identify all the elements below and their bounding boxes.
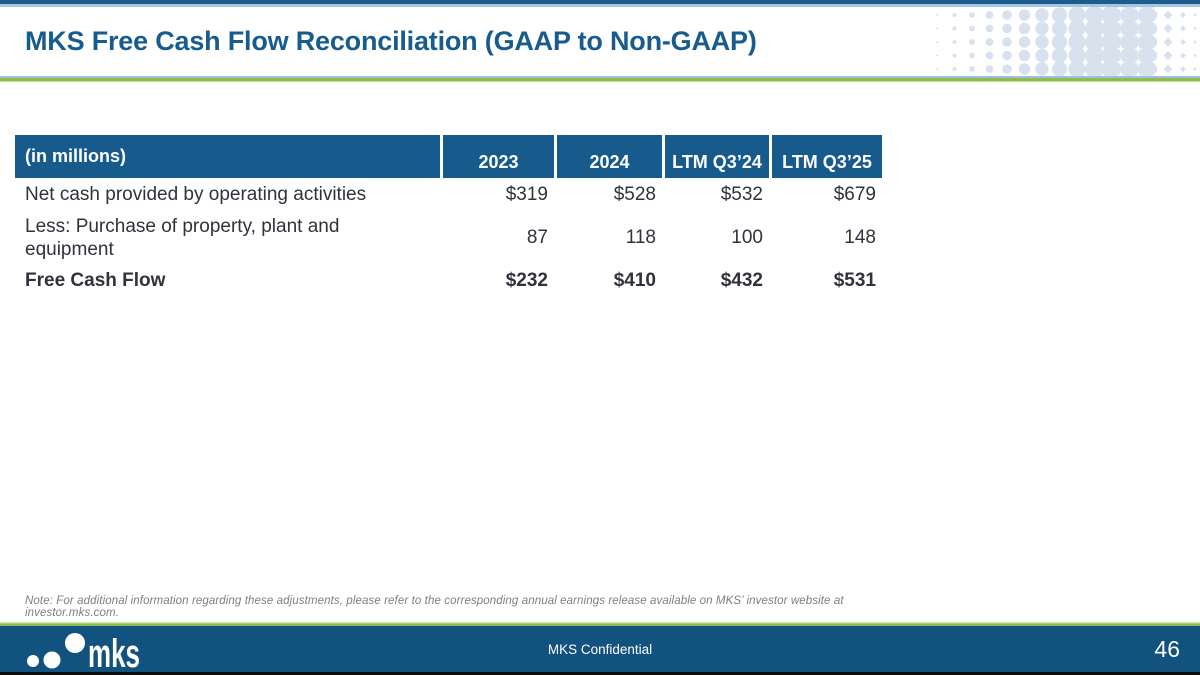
table-cell: 100 [662,212,769,264]
header-divider-blue [0,76,1200,78]
table-header-ltm-q325: LTM Q3’25 [769,135,882,178]
table-cell: $532 [662,178,769,212]
table-cell: $319 [440,178,554,212]
footer-bar [0,626,1200,672]
table-header-unit: (in millions) [15,135,440,178]
table-cell: $432 [662,264,769,298]
table-cell: $679 [769,178,882,212]
row-label-free-cash-flow: Free Cash Flow [15,264,440,298]
logo-dot-large [65,633,85,653]
mks-logo: mks [27,632,140,671]
table-cell: 148 [769,212,882,264]
logo-dot-small [27,655,39,667]
footer-green-rule [0,622,1200,626]
table-cell: 87 [440,212,554,264]
footnote: Note: For additional information regardi… [25,595,844,619]
table-cell: $528 [554,178,662,212]
table-cell: 118 [554,212,662,264]
header-divider-green [0,78,1200,82]
top-blue-strip [0,0,1200,4]
row-label-operating-cash: Net cash provided by operating activitie… [15,178,440,212]
row-label-capex: Less: Purchase of property, plant and eq… [15,212,440,264]
logo-wordmark: mks [88,632,140,671]
table-header-2024: 2024 [554,135,662,178]
table-cell: $410 [554,264,662,298]
table-header-2023: 2023 [440,135,554,178]
table-header-ltm-q324: LTM Q3’24 [662,135,769,178]
footer-black-strip [0,672,1200,675]
table-cell: $531 [769,264,882,298]
slide-header: MKS Free Cash Flow Reconciliation (GAAP … [0,7,1200,76]
top-lightblue-strip [0,4,1200,7]
halftone-dots-pattern [936,7,1197,76]
confidential-label: MKS Confidential [547,641,653,657]
slide-title: MKS Free Cash Flow Reconciliation (GAAP … [25,26,757,56]
table-cell: $232 [440,264,554,298]
logo-dot-medium [43,651,61,669]
page-number: 46 [1154,635,1180,662]
fcf-table: (in millions) 2023 2024 LTM Q3’24 LTM Q3… [15,135,882,298]
